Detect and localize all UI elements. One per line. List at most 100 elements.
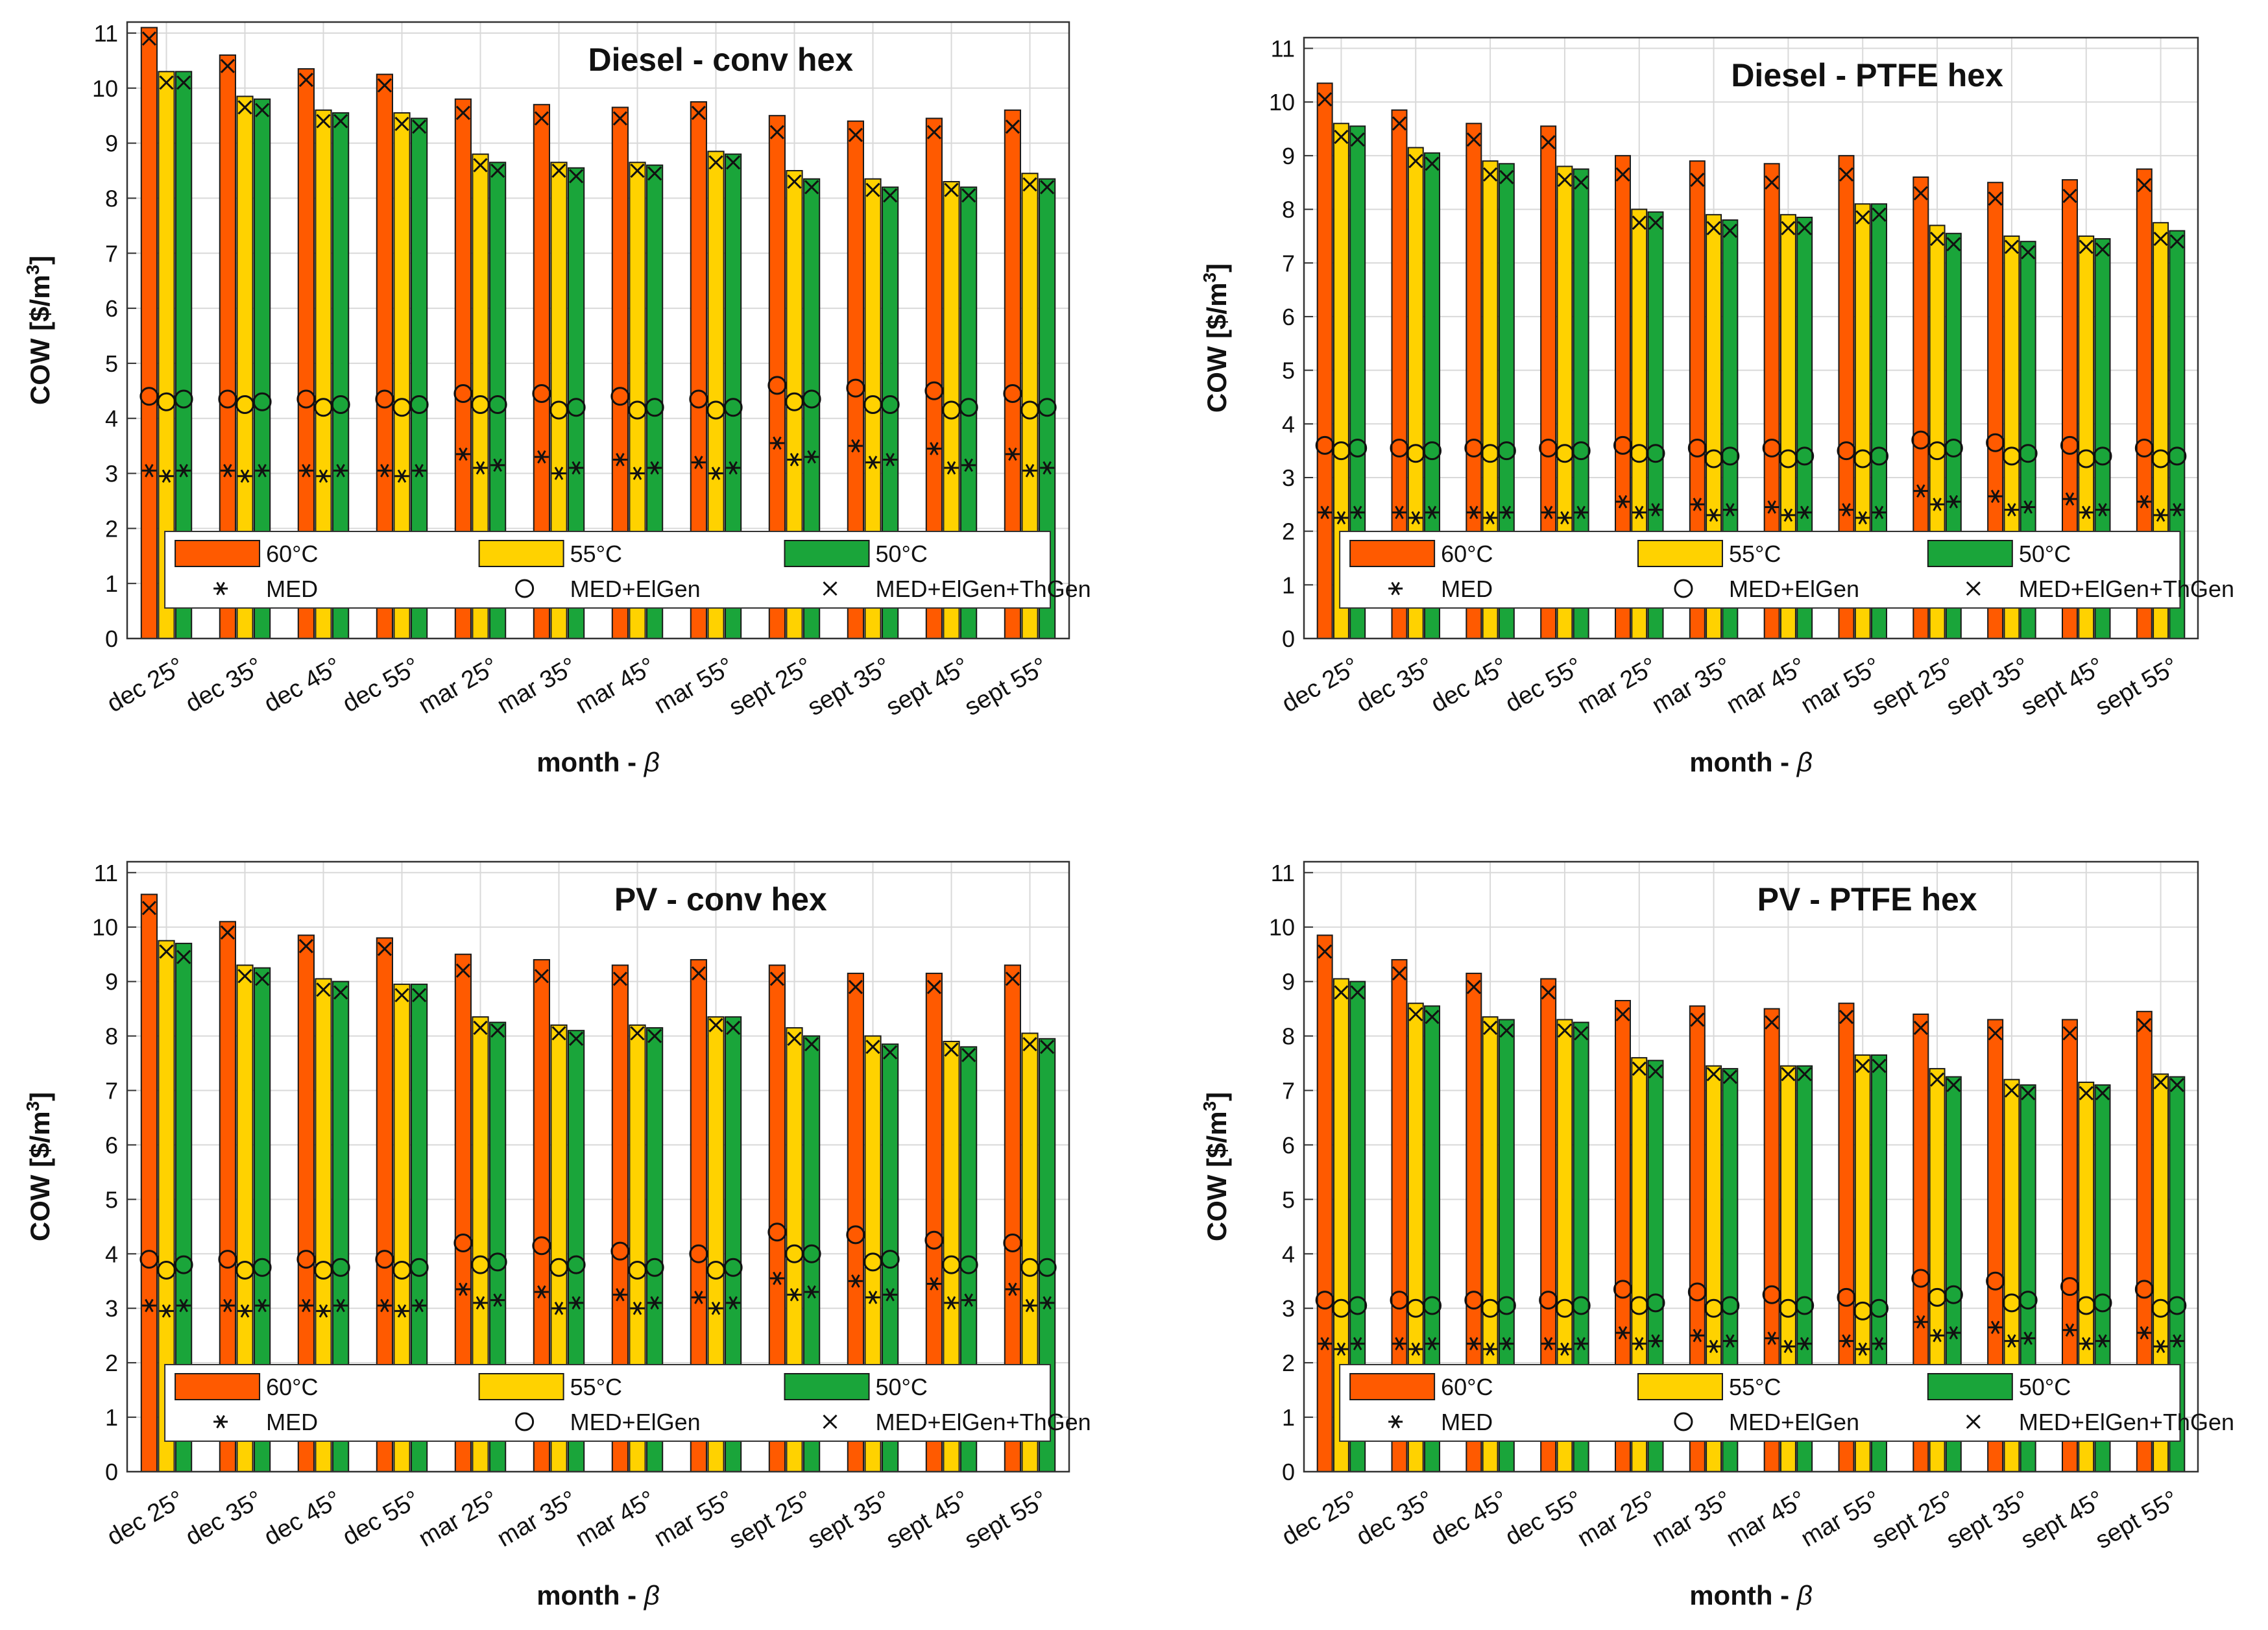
marker-med-elgen-thgen	[1855, 210, 1870, 225]
bar-60°C-dec 25°	[1316, 82, 1333, 639]
marker-med	[394, 469, 409, 483]
marker-med-elgen	[252, 1258, 272, 1277]
marker-med	[883, 453, 898, 467]
marker-med	[769, 436, 784, 450]
marker-med-elgen-thgen	[333, 114, 348, 128]
marker-med-elgen	[488, 395, 507, 415]
marker-med-elgen	[689, 389, 708, 409]
marker-med-elgen	[959, 398, 978, 417]
marker-med-elgen	[252, 392, 272, 411]
marker-med-elgen	[409, 1258, 429, 1277]
marker-med-elgen-thgen	[534, 969, 549, 984]
marker-med	[726, 461, 741, 475]
marker-med	[159, 469, 174, 483]
marker-med-elgen-thgen	[691, 105, 706, 121]
marker-med	[708, 467, 723, 480]
marker-med-elgen	[1911, 430, 1931, 450]
marker-med-elgen	[1464, 438, 1484, 457]
legend-label: 60°C	[1441, 541, 1493, 567]
marker-med	[1040, 461, 1055, 475]
marker-med-elgen-thgen	[1499, 1023, 1514, 1038]
y-tick-label: 11	[94, 20, 118, 47]
legend-swatch	[478, 540, 564, 567]
marker-med-elgen-thgen	[1483, 167, 1498, 182]
marker-med	[1392, 1337, 1406, 1351]
marker-med-elgen-thgen	[1988, 1026, 2003, 1041]
marker-med-elgen-thgen	[883, 188, 898, 203]
y-tick-label: 8	[1282, 197, 1295, 223]
marker-med-elgen-thgen	[1722, 1069, 1737, 1084]
marker-med	[2079, 505, 2093, 519]
marker-med-elgen-thgen	[455, 963, 470, 978]
marker-med-elgen-thgen	[316, 114, 331, 128]
y-tick-label: 0	[105, 1459, 118, 1485]
marker-med	[1722, 503, 1737, 517]
marker-med-elgen-thgen	[377, 78, 392, 93]
marker-med-elgen-thgen	[944, 182, 959, 197]
marker-med	[1334, 1342, 1349, 1356]
marker-med-elgen	[767, 376, 787, 395]
marker-med-elgen-thgen	[333, 985, 348, 1000]
marker-med-elgen	[453, 384, 473, 404]
marker-med-elgen-thgen	[647, 1028, 662, 1043]
marker-med-elgen-thgen	[691, 966, 706, 981]
marker-med-elgen	[296, 1250, 316, 1269]
marker-med	[1722, 1334, 1737, 1348]
marker-med-elgen	[1497, 1296, 1516, 1315]
marker-med-elgen-thgen	[926, 125, 941, 140]
marker-med	[865, 1291, 880, 1304]
y-tick-label: 2	[105, 515, 118, 542]
marker-med-elgen-thgen	[1425, 156, 1440, 171]
plot-frame	[1303, 860, 2199, 1473]
marker-med	[1765, 500, 1779, 514]
marker-med	[2004, 1334, 2019, 1348]
marker-med-elgen-thgen	[769, 971, 784, 986]
marker-med-elgen-thgen	[1913, 1020, 1928, 1036]
legend-label: MED+ElGen+ThGen	[2019, 1409, 2234, 1435]
marker-med	[1425, 505, 1440, 519]
marker-med-elgen-thgen	[1040, 180, 1055, 195]
marker-med	[551, 467, 566, 480]
legend-label: 55°C	[1729, 541, 1781, 567]
marker-med-elgen-thgen	[255, 971, 270, 986]
marker-med	[804, 1285, 819, 1299]
marker-med	[1499, 505, 1514, 519]
marker-med	[1632, 505, 1647, 519]
marker-med-elgen	[610, 387, 630, 406]
marker-med	[534, 450, 549, 464]
marker-med-elgen-thgen	[2095, 242, 2110, 257]
marker-med-elgen	[1795, 446, 1815, 466]
legend: 60°C 55°C 50°C MED MED+ElGen MED+ElGen+ThGen	[164, 531, 1091, 609]
marker-med-elgen-thgen	[473, 1020, 488, 1036]
marker-med	[455, 1282, 470, 1296]
marker-med-elgen-thgen	[1988, 191, 2003, 206]
legend-label: MED	[1441, 1409, 1493, 1435]
marker-med	[1648, 503, 1663, 517]
marker-med-elgen-thgen	[237, 969, 252, 984]
marker-med	[1797, 505, 1812, 519]
marker-med-elgen-thgen	[1839, 167, 1854, 182]
marker-med-elgen-thgen	[1022, 177, 1037, 192]
y-tick-label: 11	[1271, 860, 1295, 886]
marker-med	[2079, 1337, 2093, 1351]
marker-med-elgen-thgen	[1615, 1006, 1630, 1022]
legend-marker-med-elgen	[1674, 579, 1693, 598]
legend-marker-med-elgen-thgen	[1966, 1414, 1981, 1429]
y-axis-label: COW [$/m3]	[23, 1092, 55, 1241]
marker-med-elgen-thgen	[2021, 245, 2036, 260]
y-tick-label: 5	[1282, 1186, 1295, 1213]
marker-med-elgen-thgen	[1392, 116, 1407, 131]
legend-marker-med-elgen-thgen	[1966, 581, 1981, 596]
marker-med-elgen	[566, 1255, 586, 1274]
marker-med-elgen-thgen	[1005, 119, 1020, 134]
legend-label: MED+ElGen	[1729, 576, 1859, 602]
marker-med-elgen	[174, 1255, 193, 1274]
marker-med-elgen	[1646, 444, 1665, 463]
marker-med	[316, 1304, 331, 1318]
marker-med-elgen-thgen	[1466, 132, 1481, 147]
legend-box	[1339, 1364, 2181, 1442]
marker-med-elgen-thgen	[1855, 1058, 1870, 1073]
marker-med	[1988, 1320, 2003, 1334]
marker-med-elgen-thgen	[237, 100, 252, 115]
marker-med-elgen-thgen	[804, 1037, 819, 1052]
